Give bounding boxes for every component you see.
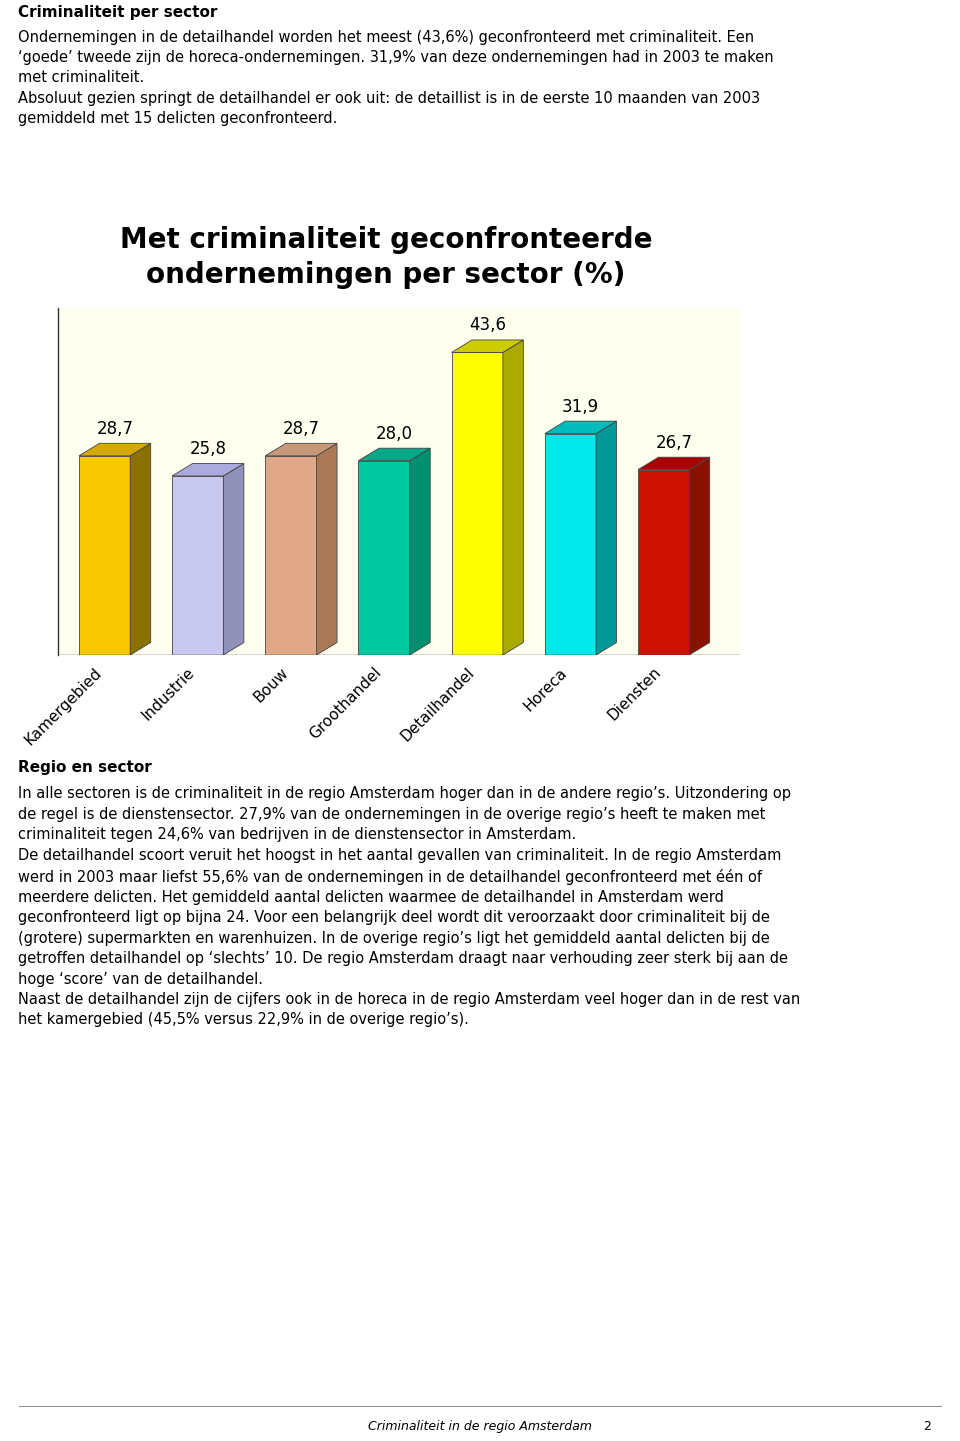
Text: Criminaliteit per sector: Criminaliteit per sector	[18, 4, 217, 20]
Polygon shape	[172, 464, 244, 476]
Polygon shape	[265, 455, 317, 656]
Text: 26,7: 26,7	[656, 434, 692, 451]
Polygon shape	[317, 444, 337, 656]
Text: Criminaliteit in de regio Amsterdam: Criminaliteit in de regio Amsterdam	[368, 1421, 592, 1434]
Polygon shape	[265, 444, 337, 455]
Polygon shape	[358, 461, 410, 656]
Polygon shape	[451, 340, 523, 353]
Polygon shape	[451, 353, 503, 656]
Polygon shape	[224, 464, 244, 656]
Polygon shape	[410, 448, 430, 656]
Text: In alle sectoren is de criminaliteit in de regio Amsterdam hoger dan in de ander: In alle sectoren is de criminaliteit in …	[18, 787, 801, 1027]
Polygon shape	[545, 421, 616, 434]
Polygon shape	[172, 476, 224, 656]
Polygon shape	[131, 444, 151, 656]
Text: 31,9: 31,9	[563, 398, 599, 415]
Polygon shape	[545, 434, 596, 656]
Text: 28,0: 28,0	[376, 425, 413, 442]
Polygon shape	[358, 448, 430, 461]
Text: Ondernemingen in de detailhandel worden het meest (43,6%) geconfronteerd met cri: Ondernemingen in de detailhandel worden …	[18, 30, 774, 127]
Polygon shape	[79, 444, 151, 455]
Polygon shape	[503, 340, 523, 656]
Polygon shape	[79, 455, 131, 656]
Text: 43,6: 43,6	[469, 317, 506, 334]
Text: 28,7: 28,7	[96, 419, 133, 438]
Text: Met criminaliteit geconfronteerde
ondernemingen per sector (%): Met criminaliteit geconfronteerde ondern…	[120, 226, 652, 288]
Polygon shape	[638, 457, 709, 470]
Polygon shape	[638, 470, 689, 656]
Text: 2: 2	[924, 1421, 931, 1434]
Text: 28,7: 28,7	[282, 419, 320, 438]
Polygon shape	[689, 457, 709, 656]
Text: Regio en sector: Regio en sector	[18, 759, 152, 775]
Text: 25,8: 25,8	[189, 440, 227, 458]
Polygon shape	[596, 421, 616, 656]
